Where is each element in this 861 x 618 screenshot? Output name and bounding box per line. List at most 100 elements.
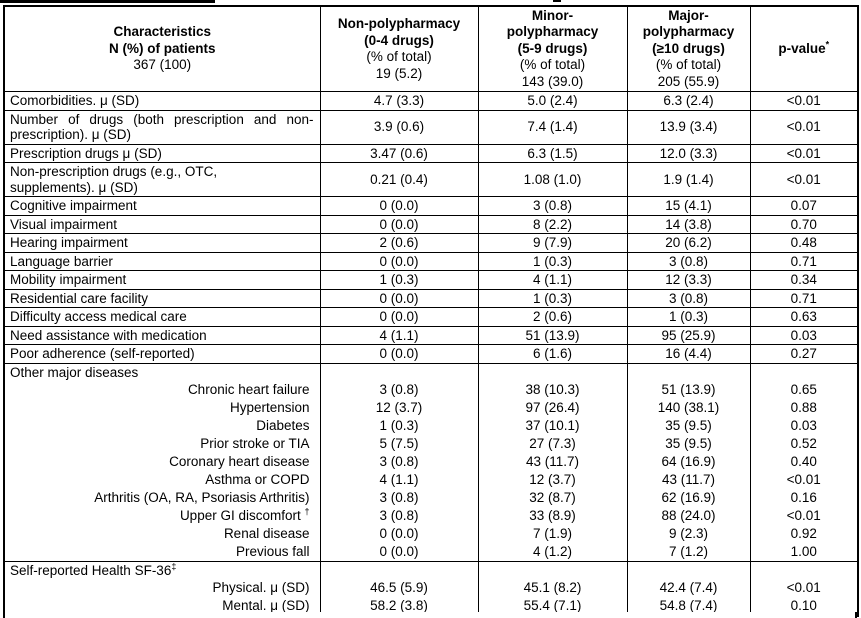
cell-non-polypharmacy: 4 (1.1) <box>319 325 478 345</box>
cell-major-polypharmacy: 3 (0.8) <box>626 288 750 308</box>
row-label: Comorbidities. μ (SD) <box>3 91 320 110</box>
cell-major-polypharmacy: 13.9 (3.4) <box>626 109 750 144</box>
cell-major-polypharmacy: 35 (9.5) <box>626 435 750 453</box>
row-label: Residential care facility <box>3 288 320 308</box>
cell-non-polypharmacy: 3.47 (0.6) <box>319 143 478 163</box>
row-label: Other major diseases <box>3 362 320 381</box>
footnote-marker: ‡ <box>171 561 177 571</box>
header-line: polypharmacy <box>506 24 599 40</box>
cell-major-polypharmacy: 88 (24.0) <box>626 507 750 525</box>
row-label: Difficulty access medical care <box>3 307 320 326</box>
header-line: 143 (39.0) <box>521 73 584 89</box>
cell-non-polypharmacy: 5 (7.5) <box>319 435 478 453</box>
cell-p-value: 0.70 <box>749 214 858 234</box>
row-label: Mental. μ (SD) <box>3 597 320 616</box>
table-row: Number of drugs (both prescription and n… <box>3 109 858 144</box>
header-line: 205 (55.9) <box>657 73 720 89</box>
cell-non-polypharmacy: 0.21 (0.4) <box>319 162 478 197</box>
cell-p-value: 0.92 <box>749 525 858 543</box>
cell-minor-polypharmacy: 38 (10.3) <box>477 381 627 399</box>
cell-non-polypharmacy: 46.5 (5.9) <box>319 579 478 597</box>
row-label: Previous fall <box>3 543 320 561</box>
cell-non-polypharmacy: 58.2 (3.8) <box>319 597 478 616</box>
cell-major-polypharmacy: 35 (9.5) <box>626 417 750 435</box>
table-row: Need assistance with medication 4 (1.1) 51… <box>3 325 858 345</box>
cell-minor-polypharmacy: 8 (2.2) <box>477 214 627 234</box>
row-label: Arthritis (OA, RA, Psoriasis Arthritis) <box>3 489 320 507</box>
cell-major-polypharmacy: 62 (16.9) <box>626 489 750 507</box>
header-line: N (%) of patients <box>109 40 216 56</box>
cell-non-polypharmacy: 3 (0.8) <box>319 507 478 525</box>
cell-non-polypharmacy: 0 (0.0) <box>319 543 478 561</box>
table-row: Mobility impairment 1 (0.3) 4 (1.1) 12 (3.3… <box>3 270 858 289</box>
row-label: Diabetes <box>3 417 320 435</box>
cell-p-value: 0.27 <box>749 344 858 363</box>
cell-minor-polypharmacy: 1.08 (1.0) <box>477 162 627 197</box>
table-header: Characteristics N (%) of patients 367 (100… <box>3 5 858 92</box>
table-row: Diabetes 1 (0.3) 37 (10.1) 35 (9.5) 0.03 <box>3 417 858 435</box>
table-row: Prior stroke or TIA 5 (7.5) 27 (7.3) 35 (9.… <box>3 435 858 453</box>
cell-non-polypharmacy: 0 (0.0) <box>319 196 478 215</box>
cell-minor-polypharmacy: 2 (0.6) <box>477 307 627 326</box>
cell-minor-polypharmacy <box>477 362 627 381</box>
cell-minor-polypharmacy: 32 (8.7) <box>477 489 627 507</box>
header-major-polypharmacy: Major-polypharmacy (≥10 drugs) (% of total… <box>626 5 750 92</box>
header-line: (% of total) <box>366 49 432 64</box>
cell-major-polypharmacy: 3 (0.8) <box>626 251 750 271</box>
cell-p-value: 0.48 <box>749 233 858 252</box>
header-line: (5-9 drugs) <box>517 40 588 56</box>
cell-p-value: 0.40 <box>749 453 858 471</box>
header-row: Characteristics N (%) of patients 367 (100… <box>3 5 858 92</box>
cell-major-polypharmacy: 51 (13.9) <box>626 381 750 399</box>
cell-minor-polypharmacy: 7.4 (1.4) <box>477 109 627 144</box>
cell-minor-polypharmacy <box>477 560 627 579</box>
cell-major-polypharmacy: 12 (3.3) <box>626 270 750 289</box>
cell-minor-polypharmacy: 37 (10.1) <box>477 417 627 435</box>
header-characteristics: Characteristics N (%) of patients 367 (100… <box>3 5 320 92</box>
table-row: Poor adherence (self-reported) 0 (0.0) 6 (… <box>3 344 858 363</box>
cell-major-polypharmacy: 14 (3.8) <box>626 214 750 234</box>
cell-major-polypharmacy: 20 (6.2) <box>626 233 750 252</box>
cell-p-value: 0.10 <box>749 597 858 616</box>
header-line: (% of total) <box>655 57 722 73</box>
cell-major-polypharmacy <box>626 560 750 579</box>
table-row: Physical. μ (SD) 46.5 (5.9) 45.1 (8.2) 42.4… <box>3 579 858 597</box>
cell-minor-polypharmacy: 4 (1.1) <box>477 270 627 289</box>
row-label: Number of drugs (both prescription and n… <box>3 109 320 144</box>
row-label: Need assistance with medication <box>3 325 320 345</box>
cell-minor-polypharmacy: 1 (0.3) <box>477 251 627 271</box>
cell-p-value: 0.52 <box>749 435 858 453</box>
header-line: (% of total) <box>519 57 586 73</box>
table-row: Other major diseases <box>3 362 858 381</box>
header-line: (≥10 drugs) <box>652 40 725 56</box>
cell-major-polypharmacy: 140 (38.1) <box>626 399 750 417</box>
row-label: Upper GI discomfort † <box>3 507 320 525</box>
row-label: Language barrier <box>3 251 320 271</box>
cell-minor-polypharmacy: 51 (13.9) <box>477 325 627 345</box>
cell-p-value: 0.71 <box>749 288 858 308</box>
cut-off-caption-fragment <box>553 0 561 2</box>
table-row: Difficulty access medical care 0 (0.0) 2 (… <box>3 307 858 326</box>
cell-minor-polypharmacy: 55.4 (7.1) <box>477 597 627 616</box>
row-label: Coronary heart disease <box>3 453 320 471</box>
header-line: Characteristics <box>113 24 212 40</box>
cell-p-value <box>749 560 858 579</box>
header-line: Non-polypharmacy <box>337 16 461 31</box>
cell-major-polypharmacy: 12.0 (3.3) <box>626 143 750 163</box>
cell-major-polypharmacy: 16 (4.4) <box>626 344 750 363</box>
row-label: Hearing impairment <box>3 233 320 252</box>
cell-non-polypharmacy: 3 (0.8) <box>319 381 478 399</box>
cell-p-value: 0.63 <box>749 307 858 326</box>
header-line: 367 (100) <box>133 57 192 73</box>
cell-minor-polypharmacy: 6 (1.6) <box>477 344 627 363</box>
header-line: (0-4 drugs) <box>364 32 434 48</box>
cell-p-value: 0.71 <box>749 251 858 271</box>
cell-major-polypharmacy: 1 (0.3) <box>626 307 750 326</box>
row-label: Renal disease <box>3 525 320 543</box>
cell-major-polypharmacy: 6.3 (2.4) <box>626 91 750 110</box>
header-line: Minor- <box>531 7 574 23</box>
row-label: Prescription drugs μ (SD) <box>3 143 320 163</box>
cell-major-polypharmacy <box>626 362 750 381</box>
cell-minor-polypharmacy: 4 (1.2) <box>477 543 627 561</box>
